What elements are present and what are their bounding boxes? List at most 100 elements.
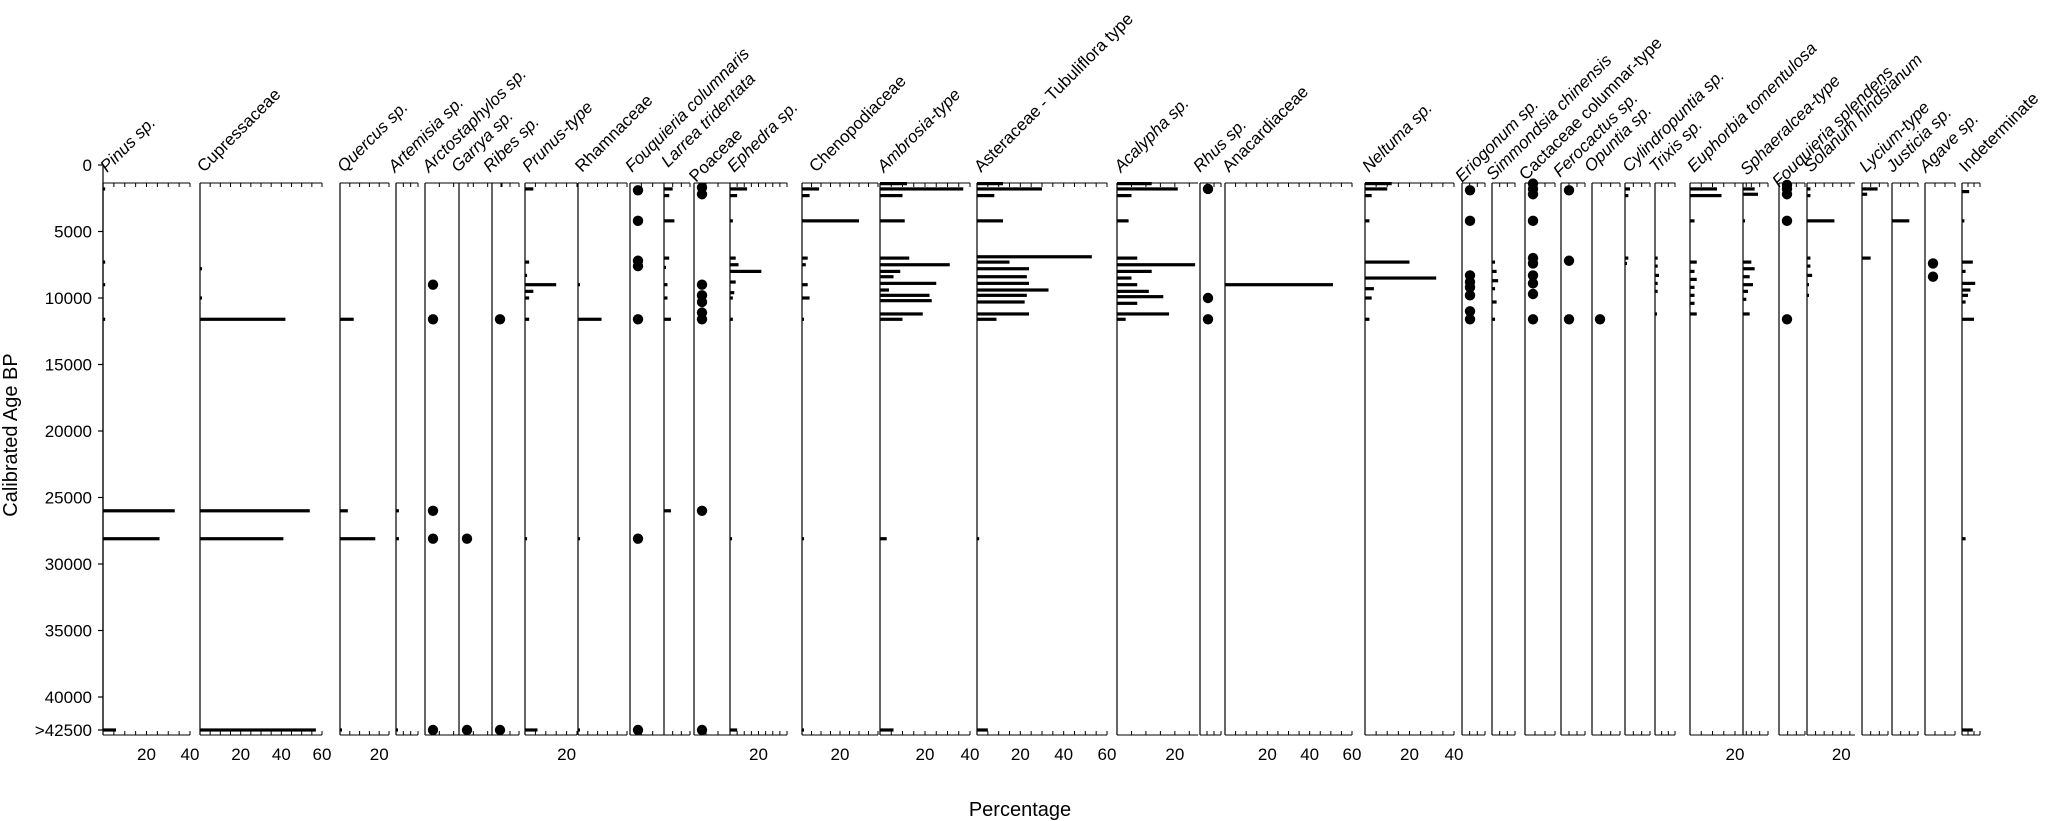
pollen-bar — [1365, 219, 1370, 223]
pollen-bar — [1807, 264, 1811, 268]
presence-dot — [494, 724, 506, 736]
x-tick-label: 60 — [313, 745, 332, 764]
x-tick-label: 20 — [137, 745, 156, 764]
pollen-bar — [730, 193, 738, 198]
pollen-bar — [880, 537, 887, 541]
x-tick-label: 20 — [749, 745, 768, 764]
presence-dot — [1464, 185, 1476, 196]
pollen-bar — [1690, 312, 1697, 316]
pollen-bar — [1807, 273, 1813, 277]
pollen-bar — [1743, 187, 1755, 191]
x-tick-label: 20 — [1400, 745, 1419, 764]
pollen-bar — [1492, 300, 1497, 304]
pollen-bar — [664, 265, 666, 270]
presence-dot — [1527, 278, 1539, 289]
panel-rhamnaceae: Rhamnaceae — [571, 91, 656, 736]
pollen-bar — [730, 728, 738, 732]
pollen-bar — [1117, 193, 1132, 198]
presence-dot — [696, 314, 708, 325]
pollen-bar — [525, 317, 530, 321]
pollen-bar — [1117, 256, 1138, 260]
pollen-bar — [1117, 269, 1152, 273]
pollen-bar — [1962, 537, 1966, 541]
pollen-bar — [977, 182, 1003, 186]
pollen-bar — [200, 537, 284, 541]
y-axis-label: Calibrated Age BP — [0, 353, 22, 516]
pollen-bar — [1962, 293, 1968, 297]
taxon-panels: 20 40 Pinus sp. 20 40 60 Cupressaceae 20Quercus… — [96, 9, 2042, 764]
pollen-bar — [103, 537, 160, 541]
pollen-bar — [1117, 276, 1132, 280]
pollen-bar — [340, 537, 376, 541]
pollen-bar — [1962, 219, 1965, 223]
pollen-bar — [525, 283, 557, 287]
pollen-bar — [977, 255, 1092, 259]
presence-dot — [1527, 258, 1539, 269]
pollen-bar — [1743, 283, 1753, 287]
presence-dot — [696, 279, 708, 290]
pollen-bar — [880, 193, 903, 198]
pollen-bar — [1117, 187, 1178, 191]
pollen-bar — [578, 283, 580, 287]
presence-dot — [494, 314, 506, 325]
pollen-bar — [802, 317, 804, 321]
presence-dot — [696, 189, 708, 200]
pollen-bar — [880, 263, 950, 267]
pollen-bar — [1862, 187, 1878, 191]
pollen-bar — [977, 193, 995, 198]
x-tick-label: 20 — [557, 745, 576, 764]
presence-dot — [1927, 271, 1939, 282]
pollen-bar — [1743, 275, 1750, 279]
pollen-bar — [730, 537, 732, 541]
pollen-bar — [1117, 263, 1196, 267]
panel-arctostaphylos-sp: Arctostaphylos sp. — [418, 64, 530, 736]
pollen-bar — [1743, 297, 1747, 301]
x-tick-label: 20 — [231, 745, 250, 764]
pollen-bar — [1365, 317, 1370, 321]
presence-dot — [632, 185, 644, 196]
x-tick-label: 20 — [1258, 745, 1277, 764]
pollen-bar — [802, 283, 808, 287]
pollen-bar — [1365, 187, 1388, 191]
taxon-label: Asteraceae - Tubuliflora type — [970, 9, 1136, 175]
pollen-bar — [1743, 260, 1752, 264]
pollen-bar — [1625, 187, 1630, 191]
pollen-bar — [730, 291, 735, 295]
presence-dot — [632, 724, 644, 736]
presence-dot — [1527, 189, 1539, 200]
pollen-bar — [525, 728, 538, 732]
pollen-bar — [525, 187, 534, 191]
presence-dot — [1527, 288, 1539, 300]
presence-dot — [1527, 314, 1539, 325]
x-tick-label: 40 — [1445, 745, 1464, 764]
x-tick-label: 20 — [916, 745, 935, 764]
x-tick-label: 20 — [831, 745, 850, 764]
x-tick-label: 40 — [961, 745, 980, 764]
pollen-bar — [525, 296, 530, 300]
pollen-bar — [1117, 312, 1170, 316]
pollen-bar — [103, 260, 106, 264]
pollen-bar — [200, 317, 286, 321]
pollen-bar — [977, 260, 1010, 264]
pollen-bar — [1365, 182, 1392, 186]
pollen-bar — [200, 728, 316, 732]
pollen-bar — [1117, 182, 1152, 186]
pollen-bar — [103, 283, 106, 287]
pollen-bar — [340, 509, 348, 513]
pollen-bar — [880, 182, 907, 186]
presence-dot — [461, 533, 473, 544]
x-tick-label: 40 — [1300, 745, 1319, 764]
presence-dot — [1464, 314, 1476, 325]
x-tick-label: 20 — [1011, 745, 1030, 764]
presence-dot — [427, 533, 439, 544]
pollen-bar — [802, 296, 810, 300]
pollen-bar — [1117, 295, 1164, 299]
pollen-bar — [880, 256, 910, 260]
pollen-bar — [1962, 300, 1966, 304]
panel-neltuma-sp: 20 40 Neltuma sp. — [1358, 98, 1463, 764]
pollen-bar — [1807, 283, 1809, 287]
y-tick-label: 30000 — [45, 555, 92, 574]
